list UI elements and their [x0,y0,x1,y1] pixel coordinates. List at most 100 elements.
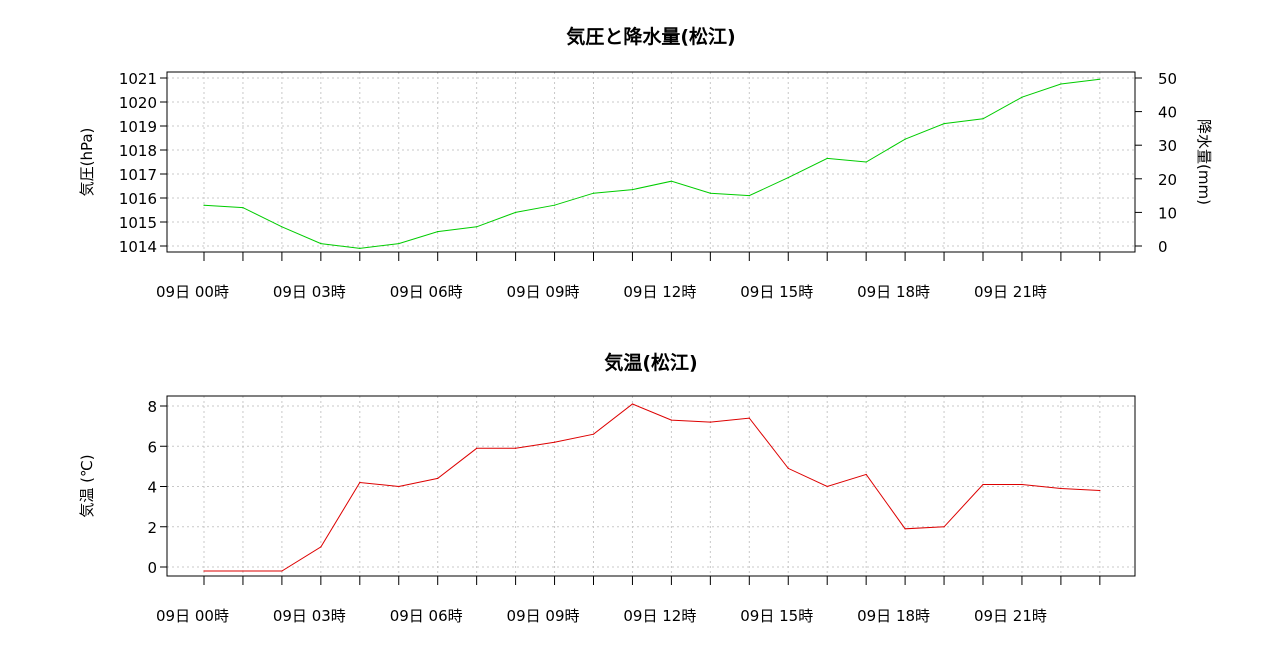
y-tick-label: 1015 [119,214,157,232]
data-point [1021,483,1023,486]
data-point [515,447,517,449]
y-tick-label: 1019 [119,118,157,136]
y-tick-label: 1020 [119,94,157,112]
x-tick-label: 09日 12時 [623,607,696,625]
data-point [1060,83,1062,85]
y-tick-label: 2 [147,519,157,537]
plot-frame [166,71,1136,253]
data-point [242,207,244,209]
data-point [631,403,634,405]
data-point [437,231,439,233]
data-point [592,192,595,194]
data-point [553,441,556,443]
data-point [787,467,789,469]
data-point [437,477,439,480]
x-tick-label: 09日 03時 [273,607,346,625]
data-point [359,481,361,484]
data-point [242,570,244,572]
series-line [204,403,1100,572]
data-point [281,226,283,228]
y-tick-label: 8 [147,398,157,416]
y-axis-label: 気温 (℃) [78,454,96,517]
data-point [203,204,205,206]
data-point [359,247,361,249]
y-tick-label: 1018 [119,142,157,160]
data-point [203,570,205,572]
y2-tick-label: 0 [1158,238,1168,256]
y2-axis: 0 10 20 30 40 50 [1135,70,1177,256]
grid [167,396,1135,576]
chart-title: 気圧と降水量(松江) [566,25,735,48]
data-point [982,483,984,486]
data-point [670,180,673,182]
data-point [709,421,711,423]
data-point [904,528,906,530]
data-point [1060,487,1062,490]
data-point [904,138,906,140]
x-tick-label: 09日 06時 [390,283,463,301]
x-tick-label: 09日 21時 [974,607,1047,625]
data-point [281,570,283,572]
x-tick-label: 09日 21時 [974,283,1047,301]
y-axis: 1014 1015 1016 1017 1018 1019 1020 1021 [119,70,167,256]
data-point [1021,96,1023,98]
y2-tick-label: 40 [1158,104,1177,122]
x-tick-label: 09日 09時 [507,607,580,625]
x-tick-label: 09日 15時 [740,607,813,625]
data-point [748,417,750,419]
x-tick-label: 09日 00時 [156,283,229,301]
y2-tick-label: 10 [1158,204,1177,222]
data-point [943,123,945,125]
data-point [865,161,867,163]
y-tick-label: 1014 [119,238,157,256]
data-point [982,118,984,120]
series-line [203,78,1100,249]
data-point [826,157,828,159]
y-tick-label: 1017 [119,166,157,184]
temperature-chart: 気温(松江) 0 2 4 6 8 09日 00時 09日 03時 09日 06時 09日 09… [78,351,1136,625]
y-tick-label: 1021 [119,70,157,88]
data-point [476,226,478,228]
x-tick-label: 09日 15時 [740,283,813,301]
x-tick-label: 09日 18時 [857,283,930,301]
pressure-series [203,78,1101,249]
data-point [398,243,400,245]
data-point [670,419,673,421]
x-tick-label: 09日 03時 [273,283,346,301]
y-tick-label: 0 [147,559,157,577]
data-point [515,211,517,213]
x-tick-label: 09日 12時 [623,283,696,301]
data-point [865,473,867,476]
data-point [631,189,634,191]
y2-tick-label: 20 [1158,171,1177,189]
data-point [476,447,478,449]
data-point [398,485,400,488]
x-tick-label: 09日 18時 [857,607,930,625]
y-axis: 0 2 4 6 8 [147,398,167,577]
pressure-precip-chart: 気圧と降水量(松江) 10141015101610171018101910201… [78,25,1213,301]
temperature-series [203,403,1101,572]
chart-title: 気温(松江) [604,351,697,374]
y-axis-label: 気圧(hPa) [78,128,96,197]
data-point [943,526,945,528]
x-tick-label: 09日 06時 [390,607,463,625]
data-point [592,433,595,435]
data-point [1099,78,1101,80]
x-tick-label: 09日 00時 [156,607,229,625]
y-tick-label: 4 [147,479,157,497]
data-point [320,546,322,548]
data-point [748,195,750,197]
x-axis: 09日 00時 09日 03時 09日 06時 09日 09時 09日 12時 09日 1… [156,252,1101,301]
y2-axis-label: 降水量(mm) [1195,119,1213,205]
data-point [1099,489,1101,492]
data-point [826,485,828,488]
y-tick-label: 6 [147,438,157,456]
x-tick-label: 09日 09時 [507,283,580,301]
y2-tick-label: 50 [1158,70,1177,88]
data-point [320,243,322,245]
x-axis: 09日 00時 09日 03時 09日 06時 09日 09時 09日 12時 09日 1… [156,576,1101,625]
y-tick-label: 1016 [119,190,157,208]
grid [167,72,1135,252]
data-point [709,192,711,194]
